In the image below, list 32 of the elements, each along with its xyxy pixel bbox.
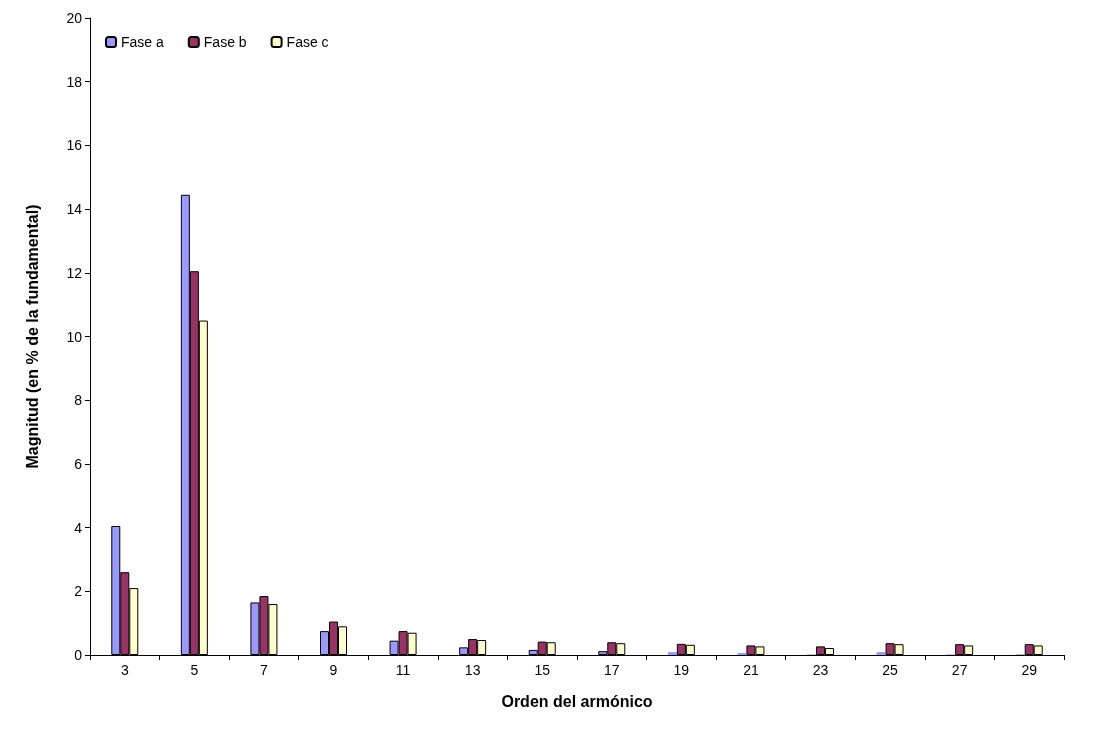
y-tick-label: 20 bbox=[66, 10, 83, 26]
x-tick-label: 29 bbox=[1021, 662, 1038, 678]
y-tick-label: 6 bbox=[74, 455, 83, 472]
y-tick-label: 14 bbox=[66, 201, 83, 218]
x-tick-label: 17 bbox=[604, 662, 620, 678]
x-tick-label: 9 bbox=[329, 662, 338, 678]
legend-label: Fase b bbox=[203, 34, 247, 50]
y-tick-label: 4 bbox=[74, 519, 83, 536]
y-tick-label: 12 bbox=[66, 264, 83, 281]
x-tick-label: 5 bbox=[190, 662, 199, 678]
x-tick-label: 27 bbox=[951, 662, 968, 678]
x-tick-label: 23 bbox=[812, 662, 829, 678]
y-tick-label: 8 bbox=[74, 392, 83, 409]
legend-label: Fase c bbox=[286, 34, 329, 50]
y-tick-label: 18 bbox=[66, 73, 83, 90]
x-axis-title: Orden del armónico bbox=[501, 692, 653, 710]
x-tick-label: 3 bbox=[120, 662, 129, 678]
y-tick-label: 2 bbox=[74, 583, 83, 600]
y-tick-label: 10 bbox=[66, 328, 83, 345]
x-tick-label: 7 bbox=[260, 662, 269, 678]
bar bbox=[876, 652, 886, 655]
y-axis-title: Magnitud (en % de la fundamental) bbox=[23, 204, 41, 469]
x-tick-label: 21 bbox=[743, 662, 759, 678]
y-tick-label: 0 bbox=[74, 647, 83, 663]
bar bbox=[667, 652, 677, 655]
x-tick-label: 25 bbox=[882, 662, 899, 678]
x-tick-label: 11 bbox=[395, 662, 411, 678]
legend-label: Fase a bbox=[121, 34, 165, 50]
x-tick-label: 13 bbox=[464, 662, 481, 678]
y-tick-label: 16 bbox=[66, 137, 83, 154]
x-tick-label: 15 bbox=[534, 662, 551, 678]
x-tick-label: 19 bbox=[673, 662, 690, 678]
